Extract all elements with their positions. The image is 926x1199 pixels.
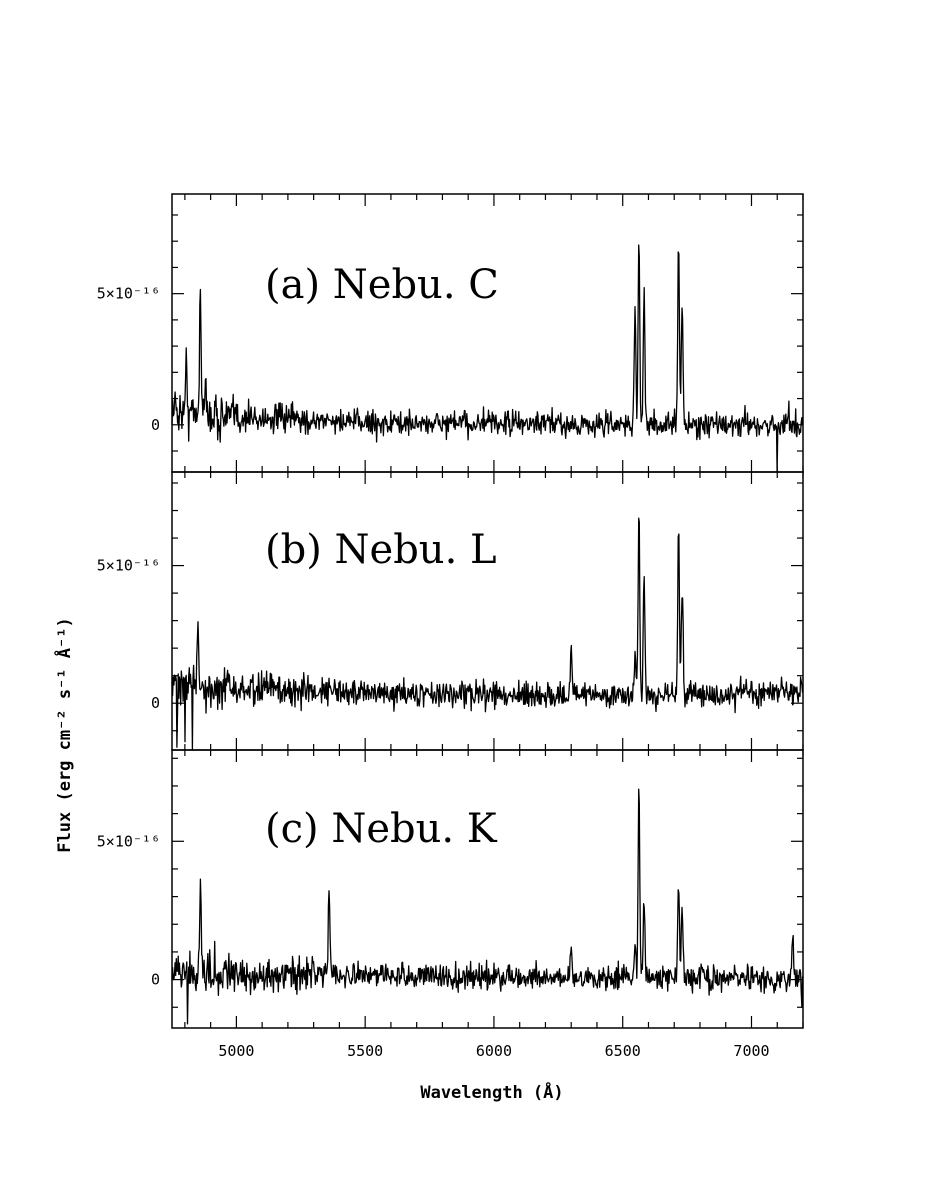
x-tick-label: 6000 bbox=[476, 1042, 512, 1060]
panel-title: (c) Nebu. K bbox=[265, 806, 498, 852]
panel-title: (b) Nebu. L bbox=[265, 527, 497, 573]
spectrum-line bbox=[171, 244, 804, 473]
panels-group: 0 5×10⁻¹⁶ (a) Nebu. C 0 5×10⁻¹⁶ (b) Nebu. L 0 5… bbox=[97, 193, 804, 1029]
panel-title: (a) Nebu. C bbox=[265, 262, 499, 308]
panel-frame bbox=[171, 471, 804, 751]
y-tick-label: 5×10⁻¹⁶ bbox=[97, 557, 160, 575]
panel-a: 0 5×10⁻¹⁶ (a) Nebu. C bbox=[97, 193, 804, 473]
spectrum-line bbox=[171, 788, 804, 1025]
spectrum-line bbox=[171, 517, 804, 751]
x-tick-label: 5000 bbox=[218, 1042, 254, 1060]
x-tick-label: 6500 bbox=[605, 1042, 641, 1060]
y-axis-title: Flux (erg cm⁻² s⁻¹ Å⁻¹) bbox=[52, 617, 75, 852]
y-tick-label: 5×10⁻¹⁶ bbox=[97, 832, 160, 850]
x-tick-labels: 5000 5500 6000 6500 7000 bbox=[218, 1042, 769, 1060]
y-tick-label: 0 bbox=[151, 971, 160, 989]
y-tick-label: 0 bbox=[151, 416, 160, 434]
x-tick-label: 5500 bbox=[347, 1042, 383, 1060]
panel-c: 0 5×10⁻¹⁶ (c) Nebu. K bbox=[97, 749, 804, 1029]
x-axis-title: Wavelength (Å) bbox=[420, 1080, 563, 1103]
y-tick-label: 0 bbox=[151, 694, 160, 712]
x-tick-label: 7000 bbox=[733, 1042, 769, 1060]
y-tick-label: 5×10⁻¹⁶ bbox=[97, 285, 160, 303]
panel-b: 0 5×10⁻¹⁶ (b) Nebu. L bbox=[97, 471, 804, 751]
panel-frame bbox=[171, 749, 804, 1029]
